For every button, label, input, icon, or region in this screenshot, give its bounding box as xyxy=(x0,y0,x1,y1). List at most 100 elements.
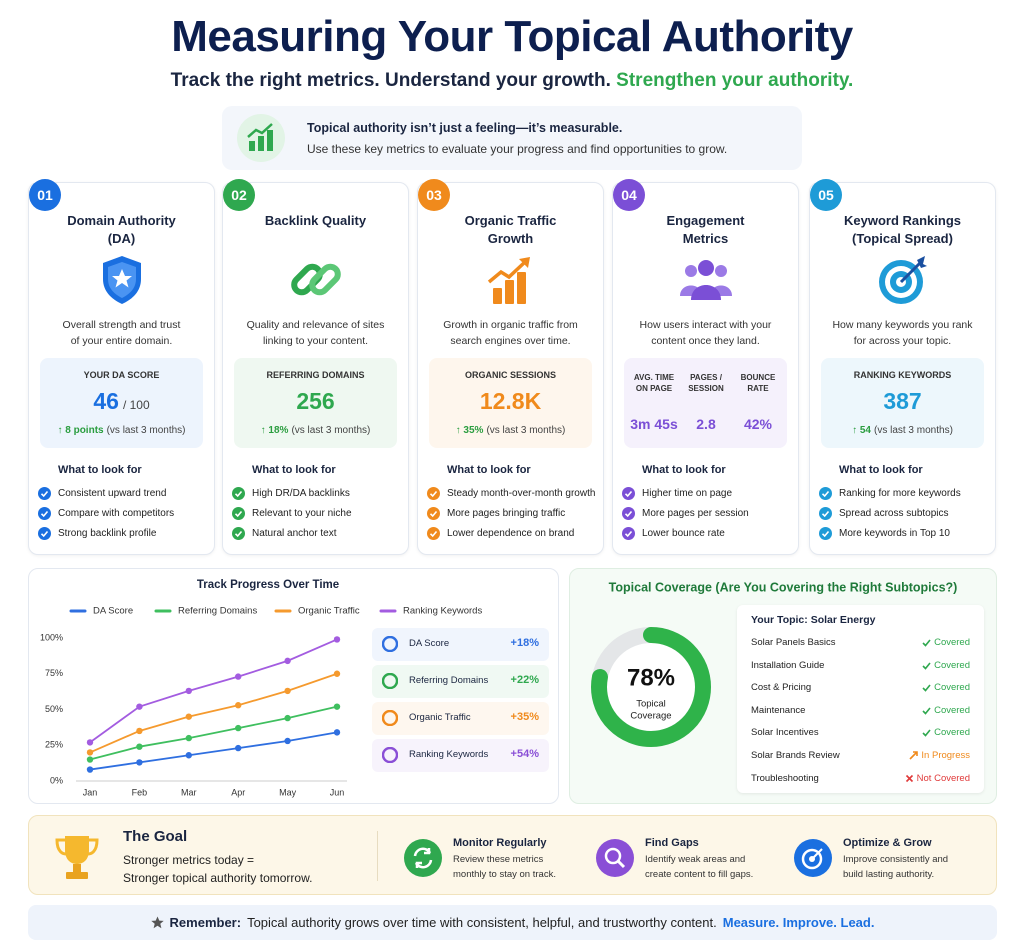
donut-label: Topical xyxy=(636,699,666,710)
check-mark xyxy=(821,530,830,538)
coverage-topic: Cost & Pricing xyxy=(751,682,812,694)
check-icon xyxy=(427,487,440,500)
highlight-name: Referring Domains xyxy=(409,675,489,686)
y-tick-label: 25% xyxy=(45,740,63,750)
check-bg xyxy=(38,507,51,520)
check-mark xyxy=(429,490,438,498)
star xyxy=(150,916,164,929)
check-bg xyxy=(232,487,245,500)
change-value: ↑ 8 points xyxy=(57,425,104,436)
highlight-name: Organic Traffic xyxy=(409,712,471,723)
look-for-item: More pages per session xyxy=(642,508,749,519)
coverage-topic: Installation Guide xyxy=(751,659,825,671)
step-line: Improve consistently and xyxy=(843,854,949,865)
change-note: (vs last 3 months) xyxy=(486,425,566,436)
check-icon xyxy=(427,507,440,520)
bar-icon xyxy=(493,288,502,304)
check-icon xyxy=(622,487,635,500)
check-mark xyxy=(821,490,830,498)
goal-line: Stronger topical authority tomorrow. xyxy=(123,871,313,885)
card-title: (DA) xyxy=(107,231,136,246)
check-bg xyxy=(622,487,635,500)
point xyxy=(185,734,192,742)
card-title: Backlink Quality xyxy=(264,213,367,228)
stat-label: BOUNCE RATE xyxy=(740,373,776,393)
stat-value-row: 12.8K xyxy=(429,388,592,415)
trophy-handles xyxy=(55,838,99,856)
x-tick-label: Mar xyxy=(181,787,197,797)
metric-card xyxy=(809,182,996,555)
x-tick-label: Feb xyxy=(132,787,148,797)
check-mark xyxy=(821,510,830,518)
highlight-icon xyxy=(382,710,398,726)
look-for-item: Compare with competitors xyxy=(58,508,175,519)
look-for-item: Natural anchor text xyxy=(252,528,337,539)
trophy-base xyxy=(66,872,88,879)
stat-label: REFERRING DOMAINS xyxy=(266,370,365,380)
card-description: Quality and relevance of sites xyxy=(246,319,385,331)
check-icon xyxy=(819,507,832,520)
point xyxy=(333,670,341,677)
check-mark xyxy=(429,510,438,518)
footer-emphasis: Measure. Improve. Lead. xyxy=(722,915,875,930)
arrow xyxy=(909,751,919,760)
card-title: Domain Authority xyxy=(67,213,176,228)
check-icon xyxy=(38,527,51,540)
look-for-item: High DR/DA backlinks xyxy=(252,488,350,499)
point xyxy=(235,702,242,709)
highlight-row: DA Score +18% xyxy=(372,628,549,661)
point xyxy=(284,657,291,665)
x-tick-label: May xyxy=(279,787,297,797)
check-bg xyxy=(232,507,245,520)
handle xyxy=(616,859,626,869)
look-for-item: Strong backlink profile xyxy=(58,528,157,539)
bar-icon xyxy=(517,272,526,304)
step-title: Find Gaps xyxy=(645,837,699,849)
intro-icon xyxy=(237,114,285,162)
change-note: (vs last 3 months) xyxy=(291,425,371,436)
look-for-item: Lower dependence on brand xyxy=(447,528,575,539)
footer-label: Remember: xyxy=(169,915,242,930)
icon-dot xyxy=(382,747,398,763)
series-line xyxy=(89,638,338,744)
point xyxy=(136,703,143,710)
dart-tail xyxy=(917,256,927,268)
icon xyxy=(103,256,141,304)
step-badge: 02 xyxy=(223,179,255,211)
stat-value: 12.8K xyxy=(479,388,542,414)
status-text: In Progress xyxy=(921,750,970,761)
icon xyxy=(487,257,530,304)
check-mark xyxy=(234,530,243,538)
lens xyxy=(604,847,622,865)
stat-value: 46 xyxy=(93,388,119,414)
x-tick-label: Jun xyxy=(330,787,345,797)
stat-value: 256 xyxy=(296,388,335,414)
point xyxy=(235,673,242,680)
stat-value-row: 387 xyxy=(821,388,984,415)
step-icon xyxy=(794,839,832,877)
star-icon xyxy=(150,916,164,929)
highlight-row: Referring Domains +22% xyxy=(372,665,549,698)
stat-change: ↑ 35% (vs last 3 months) xyxy=(429,425,592,436)
y-tick-label: 100% xyxy=(40,632,63,642)
check-icon xyxy=(819,527,832,540)
check-icon xyxy=(232,487,245,500)
check-mark xyxy=(234,490,243,498)
status-icon xyxy=(922,684,931,692)
legend-label: Referring Domains xyxy=(178,606,257,617)
subtitle-text: Track the right metrics. Understand your… xyxy=(170,70,611,91)
stat-value: 387 xyxy=(883,388,922,414)
trophy-stem xyxy=(73,864,81,872)
point xyxy=(333,729,341,736)
check-bg xyxy=(819,487,832,500)
stat-value-row: 256 xyxy=(234,388,397,415)
point xyxy=(185,752,192,759)
goal-line: Stronger metrics today = xyxy=(123,853,255,867)
y-tick-label: 50% xyxy=(45,704,63,714)
check-bg xyxy=(622,507,635,520)
card-description: content once they land. xyxy=(651,335,760,347)
stat-suffix: / 100 xyxy=(122,398,150,412)
step-title: Optimize & Grow xyxy=(843,837,932,849)
check-icon xyxy=(38,507,51,520)
point xyxy=(185,713,192,720)
